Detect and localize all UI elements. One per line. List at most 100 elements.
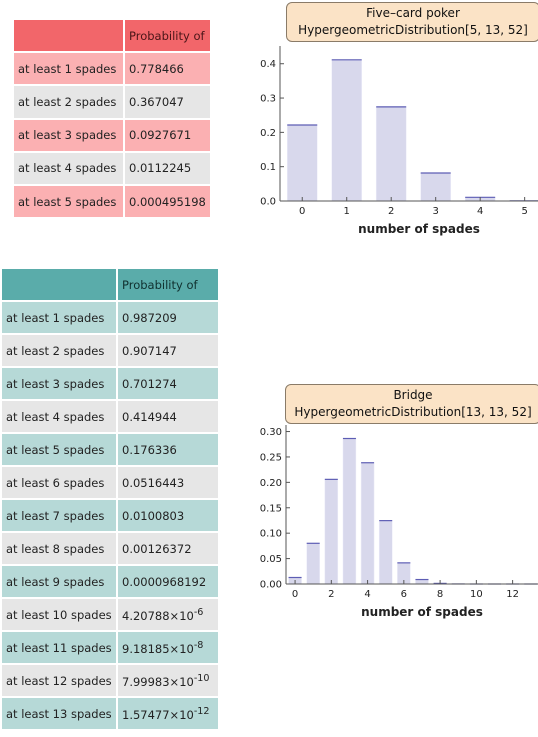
table-row: at least 4 spades 0.0112245 xyxy=(14,152,210,184)
poker-y-tick-label: 0.2 xyxy=(260,128,276,139)
poker-distribution-chart: 0.0 0.1 0.2 0.3 0.4 0 1 2 3 4 5 number of spades xyxy=(260,46,538,236)
poker-y-tick-label: 0.1 xyxy=(260,162,276,173)
bridge-bar xyxy=(306,543,320,585)
table-row: at least 2 spades 0.907147 xyxy=(2,335,218,366)
table-row: at least 11 spades 9.18185×10-8 xyxy=(2,632,218,663)
row-label: at least 9 spades xyxy=(2,566,116,597)
poker-bar xyxy=(375,106,407,202)
table-row: at least 9 spades 0.0000968192 xyxy=(2,566,218,597)
poker-x-tick-label: 3 xyxy=(433,206,439,217)
row-value: 7.99983×10-10 xyxy=(118,665,218,696)
bridge-y-tick-label: 0.30 xyxy=(260,427,282,438)
value-mantissa: 1.57477×10 xyxy=(122,707,194,722)
poker-probability-table: Probability of at least 1 spades 0.77846… xyxy=(12,18,212,219)
table-row: at least 1 spades 0.987209 xyxy=(2,302,218,333)
bridge-x-tick-label: 0 xyxy=(292,589,298,600)
row-label: at least 5 spades xyxy=(2,434,116,465)
bridge-x-tick-label: 12 xyxy=(506,589,519,600)
bridge-y-tick-label: 0.10 xyxy=(260,529,282,540)
bridge-x-tick-label: 2 xyxy=(328,589,334,600)
row-value: 0.0516443 xyxy=(118,467,218,498)
row-label: at least 5 spades xyxy=(14,185,123,218)
header-probability-cell: Probability of xyxy=(125,20,210,52)
poker-bar xyxy=(420,172,451,202)
row-label: at least 3 spades xyxy=(14,119,123,151)
bridge-distribution-chart: 0.00 0.05 0.10 0.15 0.20 0.25 0.30 0 2 4 6 8 10 12 num… xyxy=(260,425,538,619)
table-header-row: Probability of xyxy=(14,20,210,52)
bridge-chart-title: Bridge xyxy=(393,388,433,402)
table-row: at least 6 spades 0.0516443 xyxy=(2,467,218,498)
bridge-probability-table: Probability of at least 1 spades 0.98720… xyxy=(0,267,220,731)
poker-bar xyxy=(286,124,318,202)
value-exponent: -8 xyxy=(193,639,204,651)
poker-x-tick-label: 4 xyxy=(477,206,483,217)
bridge-y-tick-label: 0.05 xyxy=(260,554,282,565)
poker-x-tick-label: 1 xyxy=(344,206,350,217)
row-value: 0.778466 xyxy=(125,53,210,85)
table-row: at least 5 spades 0.176336 xyxy=(2,434,218,465)
value-exponent: -12 xyxy=(193,705,210,717)
table-row: at least 4 spades 0.414944 xyxy=(2,401,218,432)
row-label: at least 13 spades xyxy=(2,698,116,729)
bridge-x-tick-label: 8 xyxy=(437,589,443,600)
row-value: 0.701274 xyxy=(118,368,218,399)
poker-x-tick-label: 2 xyxy=(388,206,394,217)
table-row: at least 10 spades 4.20788×10-6 xyxy=(2,599,218,630)
value-mantissa: 7.99983×10 xyxy=(122,674,194,689)
row-value: 0.0000968192 xyxy=(118,566,218,597)
row-label: at least 3 spades xyxy=(2,368,116,399)
row-value: 0.367047 xyxy=(125,86,210,118)
poker-y-tick-label: 0.0 xyxy=(260,197,276,208)
bridge-chart-subtitle: HypergeometricDistribution[13, 13, 52] xyxy=(294,405,532,419)
header-empty-cell xyxy=(14,20,123,52)
table-row: at least 12 spades 7.99983×10-10 xyxy=(2,665,218,696)
value-exponent: -10 xyxy=(193,672,210,684)
table-row: at least 13 spades 1.57477×10-12 xyxy=(2,698,218,729)
poker-chart-title-box: Five–card poker HypergeometricDistributi… xyxy=(286,2,538,42)
bridge-bar xyxy=(415,579,429,585)
bridge-x-axis-label: number of spades xyxy=(361,605,483,619)
row-value: 0.00126372 xyxy=(118,533,218,564)
row-value: 0.0100803 xyxy=(118,500,218,531)
poker-y-tick-label: 0.4 xyxy=(260,59,276,70)
row-value: 1.57477×10-12 xyxy=(118,698,218,729)
bridge-y-tick-label: 0.20 xyxy=(260,478,282,489)
bridge-chart-title-box: Bridge HypergeometricDistribution[13, 13… xyxy=(285,384,538,424)
row-value: 0.000495198 xyxy=(125,185,210,218)
row-label: at least 7 spades xyxy=(2,500,116,531)
bridge-x-tick-label: 6 xyxy=(401,589,407,600)
table-row: at least 1 spades 0.778466 xyxy=(14,53,210,85)
bridge-y-tick-label: 0.25 xyxy=(260,452,282,463)
row-label: at least 4 spades xyxy=(14,152,123,184)
poker-x-tick-label: 5 xyxy=(521,206,527,217)
poker-chart-title: Five–card poker xyxy=(366,6,460,20)
row-label: at least 12 spades xyxy=(2,665,116,696)
poker-x-axis-label: number of spades xyxy=(358,222,480,236)
header-empty-cell xyxy=(2,269,116,300)
row-label: at least 11 spades xyxy=(2,632,116,663)
poker-y-tick-label: 0.3 xyxy=(260,94,276,105)
poker-bar xyxy=(331,59,362,202)
table-row: at least 5 spades 0.000495198 xyxy=(14,185,210,218)
row-label: at least 1 spades xyxy=(2,302,116,333)
table-row: at least 7 spades 0.0100803 xyxy=(2,500,218,531)
row-label: at least 10 spades xyxy=(2,599,116,630)
row-value: 0.0927671 xyxy=(125,119,210,151)
bridge-x-tick-label: 4 xyxy=(364,589,370,600)
row-value: 0.987209 xyxy=(118,302,218,333)
bridge-bar xyxy=(324,479,339,585)
bridge-bar xyxy=(378,520,393,585)
row-label: at least 1 spades xyxy=(14,53,123,85)
table-row: at least 3 spades 0.0927671 xyxy=(14,119,210,151)
row-value: 0.176336 xyxy=(118,434,218,465)
value-exponent: -6 xyxy=(193,606,204,618)
row-label: at least 2 spades xyxy=(14,86,123,118)
row-label: at least 4 spades xyxy=(2,401,116,432)
row-value: 0.907147 xyxy=(118,335,218,366)
table-row: at least 3 spades 0.701274 xyxy=(2,368,218,399)
bridge-x-tick-label: 10 xyxy=(470,589,483,600)
row-label: at least 6 spades xyxy=(2,467,116,498)
table-header-row: Probability of xyxy=(2,269,218,300)
poker-x-tick-label: 0 xyxy=(299,206,305,217)
table-row: at least 8 spades 0.00126372 xyxy=(2,533,218,564)
